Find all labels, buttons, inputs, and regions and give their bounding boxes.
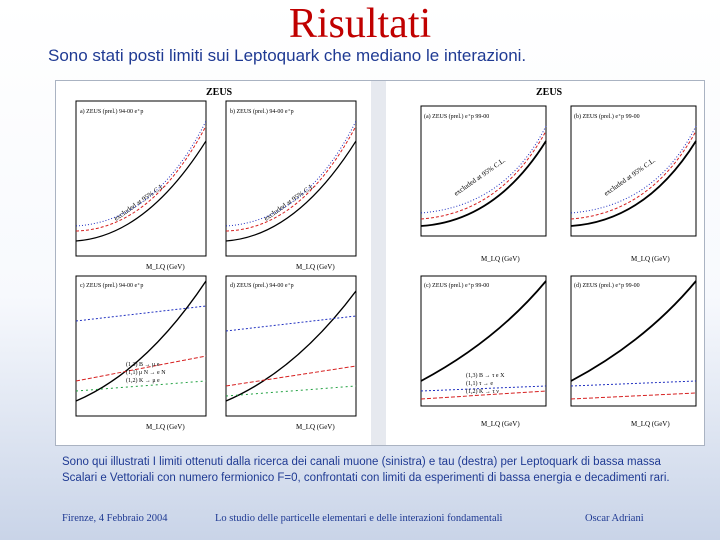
left-panel-a-xlabel: M_LQ (GeV) xyxy=(146,263,185,271)
right-panel-b-xlabel: M_LQ (GeV) xyxy=(631,255,670,263)
right-figure: ZEUS (a) ZEUS (prel.) e⁺p 99-00 excluded… xyxy=(386,81,704,445)
right-panel-b-label: (b) ZEUS (prel.) e⁺p 99-00 xyxy=(574,113,640,120)
left-panel-c-label: c) ZEUS (prel.) 94-00 e⁺p xyxy=(80,282,143,289)
right-panel-a-label: (a) ZEUS (prel.) e⁺p 99-00 xyxy=(424,113,489,120)
left-figure: ZEUS a) ZEUS (prel.) 94-00 e⁺p excluded … xyxy=(56,81,371,445)
right-panel-d-xlabel: M_LQ (GeV) xyxy=(631,420,670,428)
left-figure-header: ZEUS xyxy=(206,87,233,98)
footer-center: Lo studio delle particelle elementari e … xyxy=(215,513,503,524)
right-panel-a-xlabel: M_LQ (GeV) xyxy=(481,255,520,263)
right-legend-1: (1,3) B → τ e X xyxy=(466,372,505,379)
caption-line-1: Sono qui illustrati I limiti ottenuti da… xyxy=(62,456,661,468)
left-legend-2: (1,1) μ N → e N xyxy=(126,369,166,376)
slide-subtitle: Sono stati posti limiti sui Leptoquark c… xyxy=(48,46,527,65)
left-legend-3: (1,2) K → μ e xyxy=(126,377,160,384)
right-panel-b: (b) ZEUS (prel.) e⁺p 99-00 excluded at 9… xyxy=(570,105,697,263)
right-panel-c: (c) ZEUS (prel.) e⁺p 99-00 (1,3) B → τ e… xyxy=(420,275,547,428)
left-panel-a: a) ZEUS (prel.) 94-00 e⁺p excluded at 95… xyxy=(75,100,207,271)
footer-left: Firenze, 4 Febbraio 2004 xyxy=(62,513,168,524)
left-panel-c-xlabel: M_LQ (GeV) xyxy=(146,423,185,431)
right-plots-svg: ZEUS (a) ZEUS (prel.) e⁺p 99-00 excluded… xyxy=(420,87,697,428)
footer-right: Oscar Adriani xyxy=(585,513,644,524)
caption: Sono qui illustrati I limiti ottenuti da… xyxy=(62,454,702,486)
right-panel-c-xlabel: M_LQ (GeV) xyxy=(481,420,520,428)
left-panel-d-label: d) ZEUS (prel.) 94-00 e⁺p xyxy=(230,282,294,289)
right-legend-3: (1,2) K → τ ν xyxy=(466,388,499,395)
slide-title: Risultati xyxy=(288,1,432,47)
left-panel-c: c) ZEUS (prel.) 94-00 e⁺p (1,3) B → μ e … xyxy=(75,275,207,431)
caption-line-2: Scalari e Vettoriali con numero fermioni… xyxy=(62,472,670,484)
right-panel-d: (d) ZEUS (prel.) e⁺p 99-00 M_LQ (GeV) xyxy=(570,275,697,428)
right-figure-header: ZEUS xyxy=(536,87,563,98)
right-panel-a-note: excluded at 95% C.L. xyxy=(453,156,508,198)
left-panel-b-label: b) ZEUS (prel.) 94-00 e⁺p xyxy=(230,108,294,115)
right-panel-d-label: (d) ZEUS (prel.) e⁺p 99-00 xyxy=(574,282,640,289)
left-legend-1: (1,3) B → μ e xyxy=(126,361,160,368)
figure-container: ZEUS a) ZEUS (prel.) 94-00 e⁺p excluded … xyxy=(55,80,705,446)
left-panel-d: d) ZEUS (prel.) 94-00 e⁺p M_LQ (GeV) xyxy=(225,275,357,431)
left-panel-a-label: a) ZEUS (prel.) 94-00 e⁺p xyxy=(80,108,143,115)
left-panel-b-xlabel: M_LQ (GeV) xyxy=(296,263,335,271)
right-panel-b-note: excluded at 95% C.L. xyxy=(603,156,658,198)
left-panel-b: b) ZEUS (prel.) 94-00 e⁺p excluded at 95… xyxy=(225,100,357,271)
left-plots-svg: ZEUS a) ZEUS (prel.) 94-00 e⁺p excluded … xyxy=(75,87,357,431)
right-panel-c-label: (c) ZEUS (prel.) e⁺p 99-00 xyxy=(424,282,489,289)
right-legend-2: (1,1) τ → e xyxy=(466,380,493,387)
right-panel-a: (a) ZEUS (prel.) e⁺p 99-00 excluded at 9… xyxy=(420,105,547,263)
left-panel-d-xlabel: M_LQ (GeV) xyxy=(296,423,335,431)
